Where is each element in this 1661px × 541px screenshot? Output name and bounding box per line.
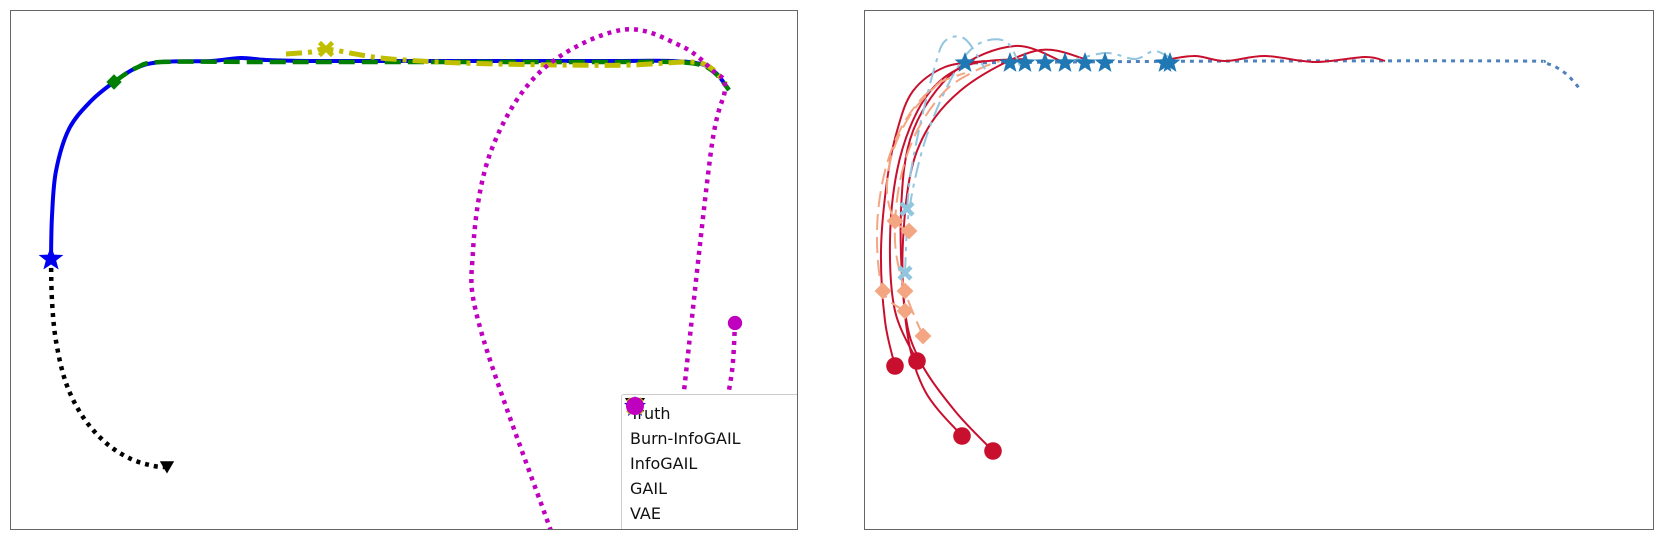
chart-panel-left: Truth Burn-InfoGAIL InfoGAIL GAIL VAE xyxy=(10,10,798,530)
legend: Truth Burn-InfoGAIL InfoGAIL GAIL VAE xyxy=(621,394,797,529)
trajectory-marker-6b xyxy=(874,282,892,300)
trajectory-marker-2 xyxy=(908,352,926,370)
series-line-burn-infogail xyxy=(49,55,731,260)
infogail-marker xyxy=(106,74,122,90)
trajectory-line-4 xyxy=(901,48,1086,437)
trajectory-line-11 xyxy=(1064,50,1176,64)
burn-infogail-start-marker xyxy=(38,246,64,270)
legend-label: GAIL xyxy=(630,479,667,498)
trajectory-marker-8b xyxy=(886,212,904,230)
trajectory-marker-9 xyxy=(899,201,915,217)
star-marker-0 xyxy=(954,52,976,72)
series-line-gail xyxy=(285,46,728,86)
trajectory-marker-1 xyxy=(886,357,904,375)
truth-end-marker xyxy=(159,461,175,474)
gail-marker xyxy=(317,40,335,58)
star-marker-8 xyxy=(1159,52,1181,72)
trajectory-marker-4 xyxy=(953,427,971,445)
series-line-truth xyxy=(48,258,168,470)
vae-marker xyxy=(727,315,743,331)
trajectory-line-9 xyxy=(906,35,986,210)
legend-item-infogail: InfoGAIL xyxy=(626,397,790,476)
trajectory-line-0 xyxy=(964,59,1582,91)
series-line-vae xyxy=(469,26,728,529)
trajectory-marker-3 xyxy=(984,442,1002,460)
trajectory-marker-7 xyxy=(914,327,932,345)
trajectory-marker-7b xyxy=(896,282,914,300)
legend-label: VAE xyxy=(630,504,661,523)
legend-item-burn-infogail: Burn-InfoGAIL xyxy=(624,396,790,451)
trajectory-marker-8 xyxy=(900,222,918,240)
legend-item-truth: Truth xyxy=(625,398,790,426)
trajectory-line-3 xyxy=(899,44,1066,452)
trajectory-line-5 xyxy=(1164,54,1386,64)
legend-label: Burn-InfoGAIL xyxy=(630,429,741,448)
circle-icon xyxy=(626,397,644,415)
chart-panel-right xyxy=(864,10,1654,530)
right-trajectory-plot xyxy=(874,35,1582,460)
legend-item-gail: GAIL xyxy=(626,397,790,501)
star-marker-2 xyxy=(1014,52,1036,72)
star-marker-5 xyxy=(1074,52,1096,72)
trajectory-marker-6 xyxy=(896,302,914,320)
star-marker-1 xyxy=(999,52,1021,72)
legend-label: InfoGAIL xyxy=(630,454,698,473)
trajectory-line-10 xyxy=(904,38,1021,274)
star-marker-3 xyxy=(1034,52,1056,72)
trajectory-marker-10 xyxy=(897,265,913,281)
star-marker-6 xyxy=(1094,52,1116,72)
star-marker-4 xyxy=(1054,52,1076,72)
legend-item-vae: VAE xyxy=(626,397,790,526)
